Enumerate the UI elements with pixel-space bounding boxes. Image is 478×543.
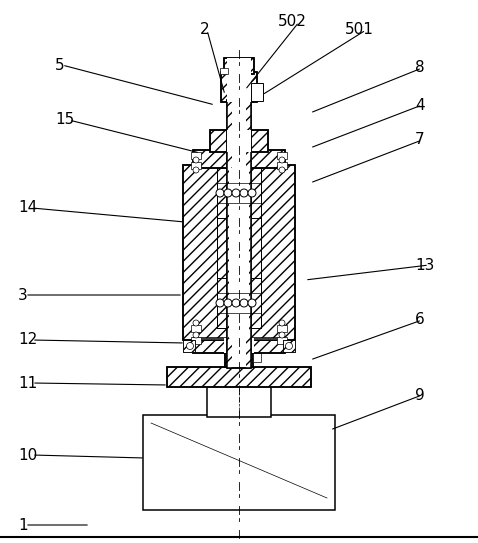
Circle shape [193, 167, 199, 173]
Bar [217, 168, 229, 218]
Circle shape [240, 189, 248, 197]
Bar [227, 100, 232, 368]
Bar [283, 340, 295, 352]
Bar [227, 100, 251, 368]
Bar [226, 150, 252, 168]
Bar [221, 72, 257, 102]
Bar [220, 68, 228, 74]
Circle shape [224, 299, 232, 307]
Bar [193, 338, 285, 353]
Bar [183, 340, 195, 352]
Bar [249, 218, 261, 278]
Bar [183, 165, 228, 340]
Bar [227, 72, 251, 102]
Bar [229, 168, 249, 218]
Bar [250, 165, 295, 340]
Bar [221, 72, 257, 102]
Circle shape [279, 157, 285, 163]
Bar [224, 58, 254, 74]
Text: 502: 502 [278, 15, 307, 29]
Bar [229, 278, 249, 328]
Text: 11: 11 [18, 376, 37, 390]
Bar [217, 218, 229, 278]
Bar [249, 168, 261, 218]
Bar [249, 278, 261, 328]
Circle shape [193, 157, 199, 163]
Text: 12: 12 [18, 332, 37, 348]
Bar [225, 345, 253, 367]
Bar [183, 165, 228, 340]
Circle shape [224, 189, 232, 197]
Bar [277, 337, 287, 344]
Text: 4: 4 [415, 98, 424, 112]
Bar [249, 218, 261, 278]
Bar [249, 168, 261, 218]
Circle shape [216, 299, 224, 307]
Text: 9: 9 [415, 388, 425, 402]
Bar [277, 162, 287, 169]
Bar [249, 278, 261, 328]
Bar [193, 338, 285, 353]
Bar [193, 150, 285, 168]
Bar [224, 58, 254, 74]
Bar [228, 165, 250, 340]
Circle shape [240, 299, 248, 307]
Bar [227, 100, 251, 368]
Circle shape [279, 167, 285, 173]
Bar [217, 278, 229, 328]
Circle shape [248, 189, 256, 197]
Bar [227, 58, 251, 74]
Text: 2: 2 [200, 22, 210, 37]
Bar [191, 325, 201, 332]
Circle shape [248, 299, 256, 307]
Bar [225, 345, 253, 367]
Circle shape [279, 332, 285, 338]
Text: 5: 5 [55, 58, 65, 73]
Circle shape [279, 320, 285, 326]
Bar [193, 338, 285, 340]
Bar [229, 168, 249, 338]
Circle shape [193, 320, 199, 326]
Text: 14: 14 [18, 200, 37, 216]
Circle shape [193, 332, 199, 338]
Bar [167, 367, 311, 387]
Text: 13: 13 [415, 257, 435, 273]
Bar [191, 152, 201, 159]
Bar [210, 130, 268, 152]
Bar [217, 218, 229, 278]
Bar [207, 385, 271, 417]
Bar [143, 415, 335, 510]
Bar [277, 325, 287, 332]
Circle shape [232, 189, 240, 197]
Bar [167, 367, 311, 387]
Text: 10: 10 [18, 447, 37, 463]
Text: 1: 1 [18, 517, 28, 533]
Bar [183, 340, 195, 352]
Text: 501: 501 [345, 22, 374, 37]
Bar [193, 150, 285, 168]
Text: 15: 15 [55, 112, 74, 128]
Text: 3: 3 [18, 287, 28, 302]
Bar [224, 338, 254, 353]
Bar [283, 340, 295, 352]
Bar [277, 152, 287, 159]
Circle shape [232, 299, 240, 307]
Bar [217, 278, 229, 328]
Text: 7: 7 [415, 132, 424, 148]
Bar [251, 83, 263, 101]
Bar [227, 130, 251, 152]
Bar [253, 350, 261, 362]
Bar [191, 162, 201, 169]
Circle shape [186, 343, 194, 350]
Text: 6: 6 [415, 313, 425, 327]
Bar [246, 100, 251, 368]
Bar [217, 168, 229, 218]
Bar [210, 130, 268, 152]
Bar [250, 165, 295, 340]
Text: 8: 8 [415, 60, 424, 75]
Bar [191, 337, 201, 344]
Circle shape [216, 189, 224, 197]
Circle shape [285, 343, 293, 350]
